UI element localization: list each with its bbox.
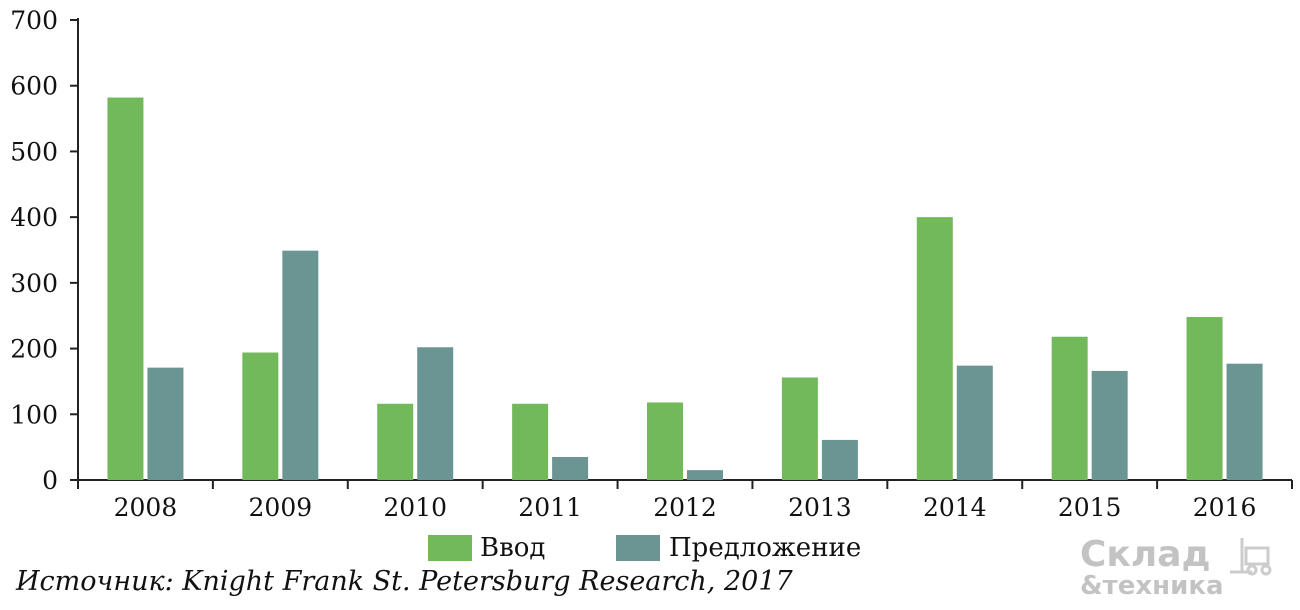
legend: Ввод Предложение bbox=[428, 533, 861, 563]
y-tick-label: 0 bbox=[42, 466, 58, 495]
y-tick-label: 200 bbox=[10, 335, 58, 364]
bar-predlozhenie-2008 bbox=[147, 367, 184, 480]
bar-predlozhenie-2015 bbox=[1091, 370, 1128, 480]
bar-predlozhenie-2013 bbox=[821, 439, 858, 480]
legend-swatch-0 bbox=[428, 535, 472, 561]
bar-predlozhenie-2011 bbox=[552, 457, 589, 480]
x-axis: 2008 2009 2010 2011 2012 2013 2014 2015 2016 bbox=[77, 479, 1293, 522]
x-tick-label: 2015 bbox=[1058, 493, 1122, 522]
bar-vvod-2015 bbox=[1051, 336, 1088, 480]
source-note: Источник: Knight Frank St. Petersburg Re… bbox=[16, 566, 793, 597]
legend-swatch-1 bbox=[616, 535, 660, 561]
x-tick-label: 2008 bbox=[114, 493, 178, 522]
bar-vvod-2014 bbox=[916, 217, 953, 480]
watermark-line1: Склад bbox=[1080, 534, 1211, 575]
y-tick-label: 700 bbox=[10, 6, 58, 35]
x-tick-label: 2013 bbox=[788, 493, 852, 522]
y-tick-label: 300 bbox=[10, 269, 58, 298]
bar-predlozhenie-2009 bbox=[282, 250, 319, 480]
bar-predlozhenie-2014 bbox=[956, 365, 993, 480]
watermark-logo: Склад &техника bbox=[1080, 534, 1272, 598]
bar-vvod-2011 bbox=[512, 403, 549, 480]
x-tick-label: 2012 bbox=[653, 493, 717, 522]
bars bbox=[107, 97, 1263, 481]
x-tick-label: 2016 bbox=[1193, 493, 1257, 522]
bar-vvod-2009 bbox=[242, 352, 279, 480]
bar-vvod-2012 bbox=[647, 402, 683, 480]
bar-vvod-2010 bbox=[377, 403, 414, 480]
watermark-line2: &техника bbox=[1080, 571, 1224, 598]
bar-vvod-2016 bbox=[1186, 317, 1223, 480]
x-tick-label: 2011 bbox=[518, 493, 582, 522]
y-tick-label: 100 bbox=[10, 400, 58, 429]
x-tick-label: 2010 bbox=[383, 493, 447, 522]
y-tick-label: 400 bbox=[10, 203, 58, 232]
y-axis: 0 100 200 300 400 500 600 700 bbox=[10, 6, 79, 495]
forklift-icon bbox=[1230, 538, 1272, 576]
bar-vvod-2013 bbox=[781, 377, 818, 480]
legend-label-0: Ввод bbox=[480, 533, 545, 563]
bar-predlozhenie-2016 bbox=[1226, 363, 1263, 480]
x-tick-label: 2009 bbox=[249, 493, 313, 522]
x-tick-label: 2014 bbox=[923, 493, 987, 522]
bar-vvod-2008 bbox=[107, 97, 144, 481]
bar-predlozhenie-2010 bbox=[417, 347, 454, 480]
bar-predlozhenie-2012 bbox=[687, 470, 723, 480]
y-tick-label: 600 bbox=[10, 72, 58, 101]
y-tick-label: 500 bbox=[10, 137, 58, 166]
legend-label-1: Предложение bbox=[669, 533, 861, 563]
